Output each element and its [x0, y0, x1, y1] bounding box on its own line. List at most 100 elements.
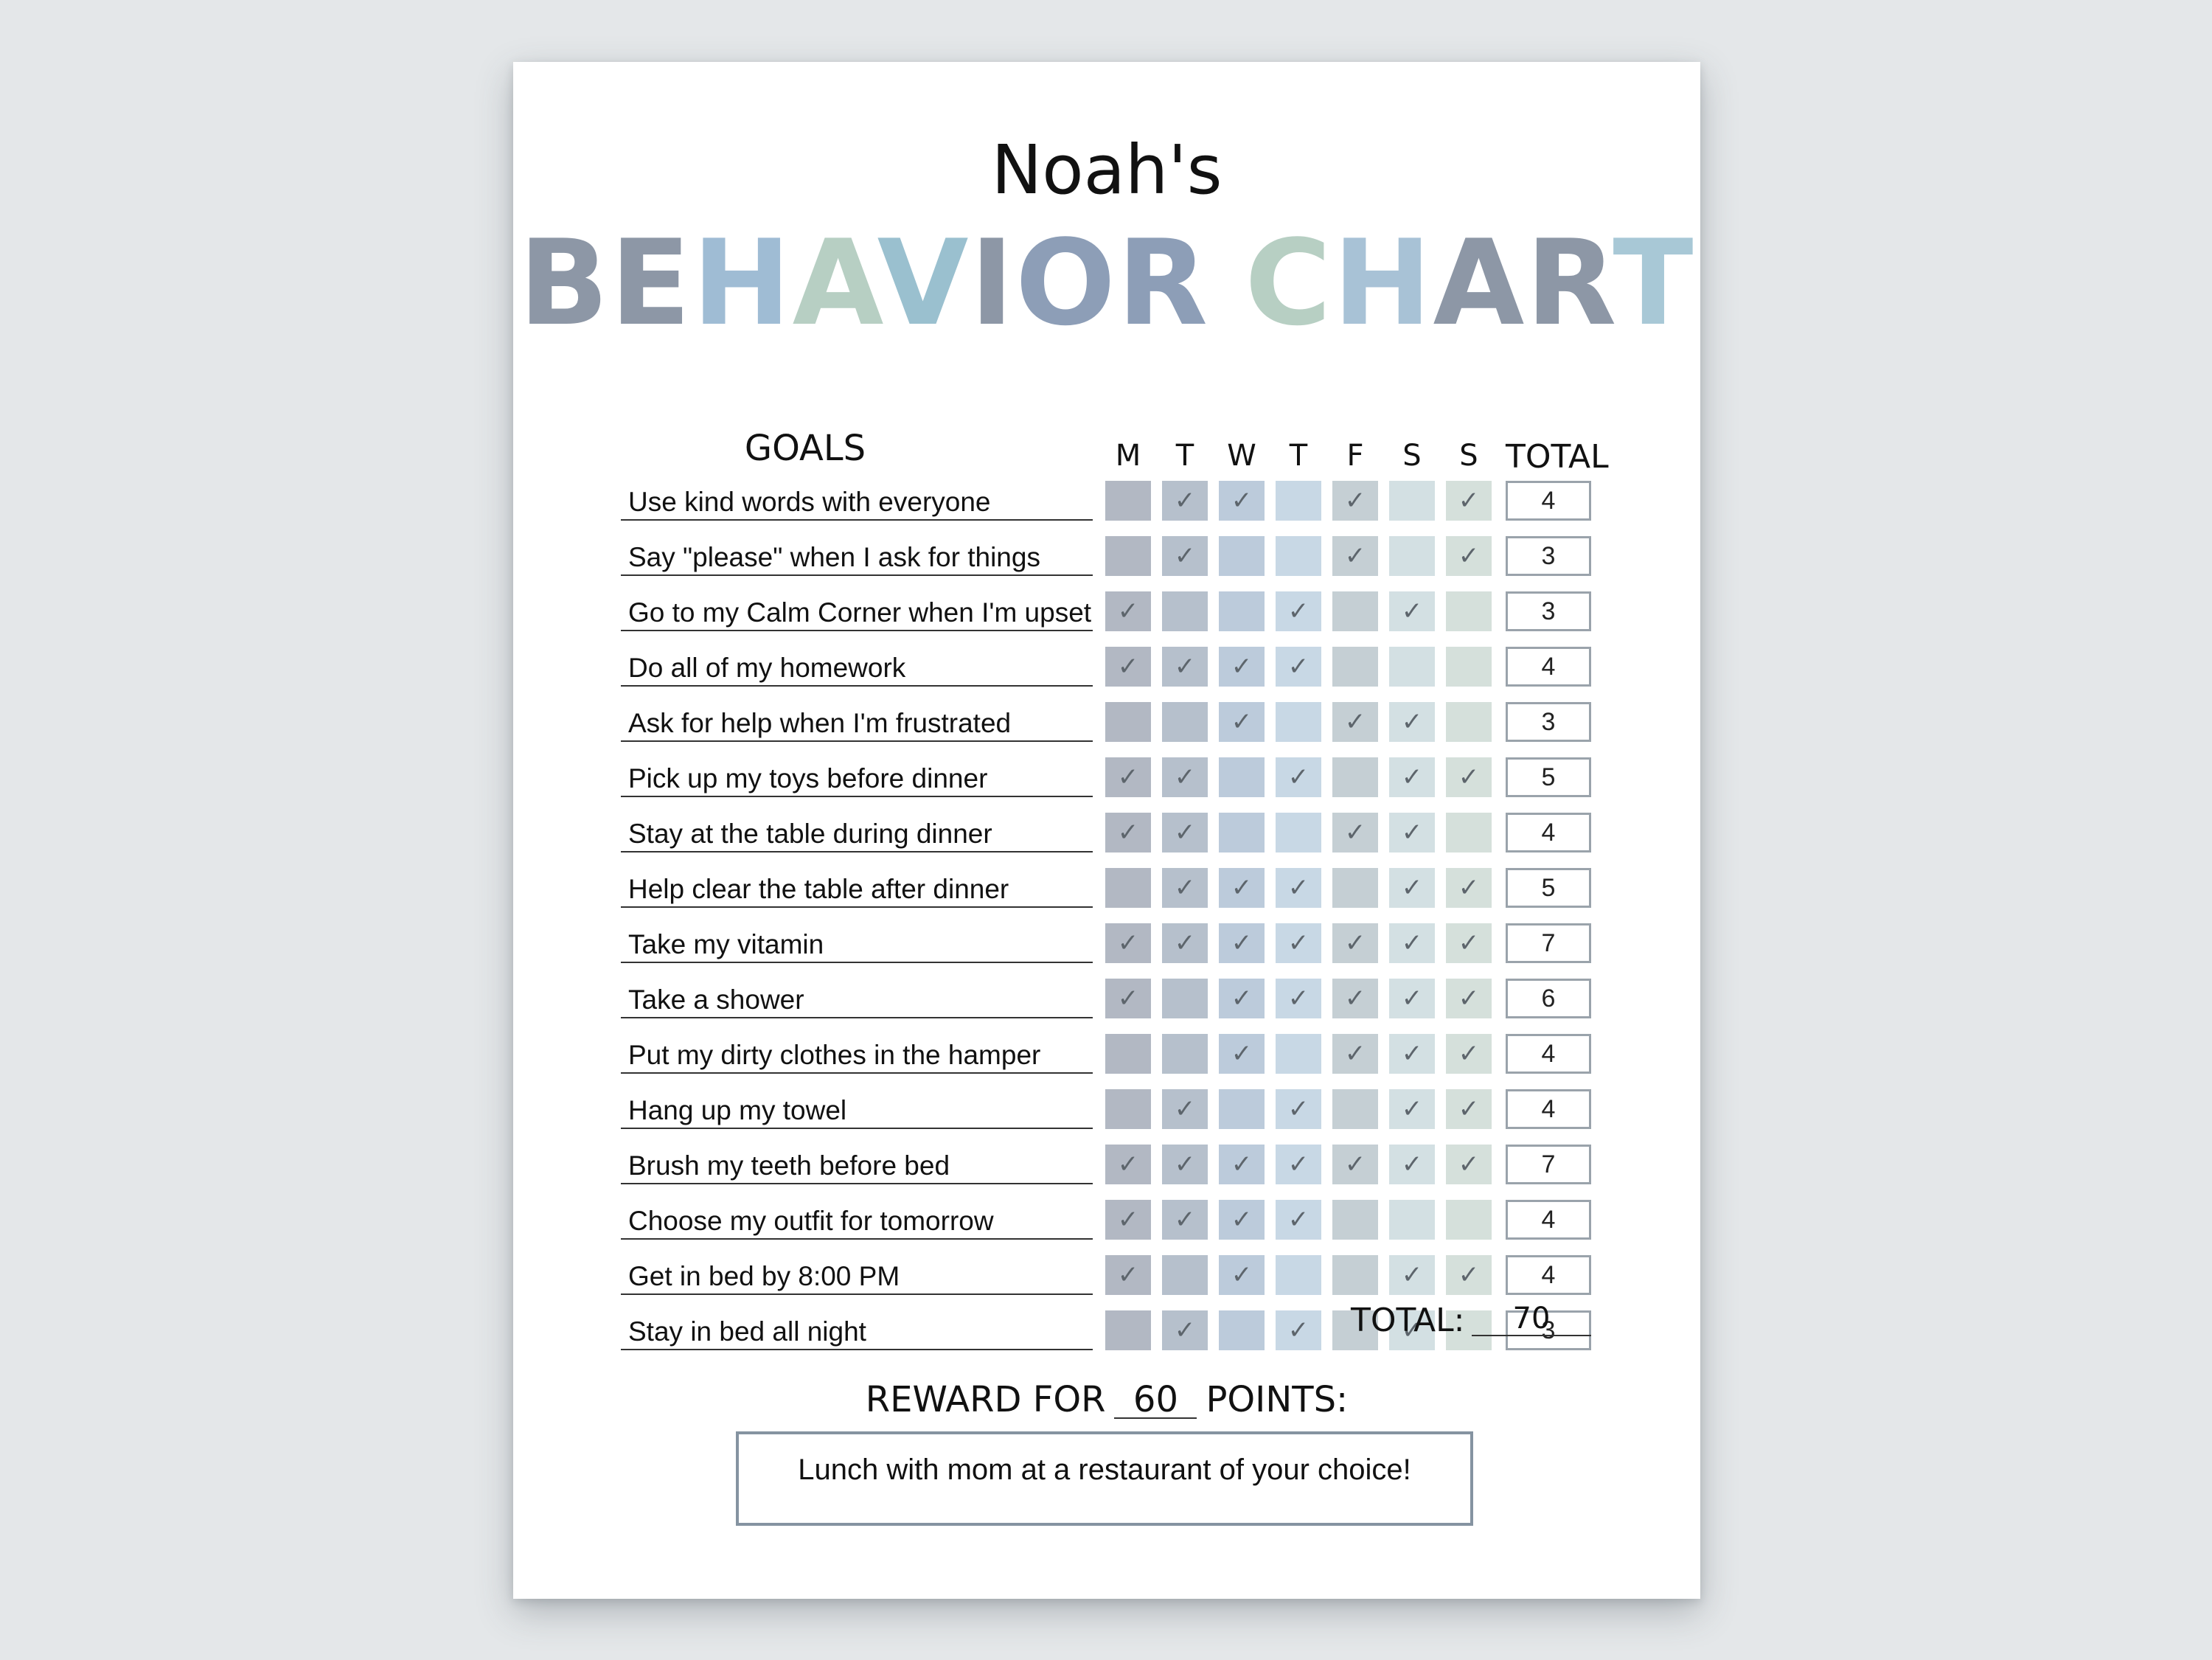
day-cell[interactable] — [1162, 702, 1208, 742]
day-cell[interactable]: ✓ — [1276, 868, 1321, 908]
day-cell[interactable]: ✓ — [1276, 591, 1321, 631]
day-cell[interactable] — [1276, 1034, 1321, 1074]
day-cell[interactable] — [1446, 591, 1492, 631]
day-cell[interactable] — [1105, 1034, 1151, 1074]
day-cell[interactable]: ✓ — [1105, 1145, 1151, 1184]
day-cell[interactable]: ✓ — [1446, 536, 1492, 576]
row-total-box[interactable]: 7 — [1506, 1145, 1591, 1184]
day-cell[interactable] — [1446, 647, 1492, 687]
day-cell[interactable]: ✓ — [1446, 1255, 1492, 1295]
day-cell[interactable]: ✓ — [1389, 1145, 1435, 1184]
day-cell[interactable]: ✓ — [1105, 813, 1151, 852]
day-cell[interactable]: ✓ — [1332, 923, 1378, 963]
day-cell[interactable]: ✓ — [1389, 1255, 1435, 1295]
day-cell[interactable] — [1162, 1255, 1208, 1295]
day-cell[interactable]: ✓ — [1389, 868, 1435, 908]
day-cell[interactable] — [1276, 481, 1321, 521]
day-cell[interactable] — [1446, 1310, 1492, 1350]
day-cell[interactable] — [1219, 536, 1265, 576]
day-cell[interactable] — [1105, 481, 1151, 521]
day-cell[interactable]: ✓ — [1162, 1310, 1208, 1350]
day-cell[interactable]: ✓ — [1276, 1089, 1321, 1129]
day-cell[interactable] — [1332, 1200, 1378, 1240]
day-cell[interactable]: ✓ — [1105, 923, 1151, 963]
row-total-box[interactable]: 4 — [1506, 1034, 1591, 1074]
day-cell[interactable]: ✓ — [1276, 1145, 1321, 1184]
day-cell[interactable]: ✓ — [1332, 813, 1378, 852]
day-cell[interactable]: ✓ — [1105, 1255, 1151, 1295]
day-cell[interactable]: ✓ — [1276, 757, 1321, 797]
day-cell[interactable]: ✓ — [1162, 1200, 1208, 1240]
day-cell[interactable] — [1219, 591, 1265, 631]
day-cell[interactable]: ✓ — [1446, 1034, 1492, 1074]
day-cell[interactable]: ✓ — [1446, 757, 1492, 797]
day-cell[interactable]: ✓ — [1162, 1089, 1208, 1129]
row-total-box[interactable]: 4 — [1506, 1200, 1591, 1240]
day-cell[interactable]: ✓ — [1105, 979, 1151, 1018]
day-cell[interactable] — [1219, 813, 1265, 852]
row-total-box[interactable]: 4 — [1506, 813, 1591, 852]
day-cell[interactable]: ✓ — [1162, 647, 1208, 687]
day-cell[interactable] — [1446, 702, 1492, 742]
day-cell[interactable] — [1332, 1310, 1378, 1350]
day-cell[interactable]: ✓ — [1162, 1145, 1208, 1184]
day-cell[interactable]: ✓ — [1219, 868, 1265, 908]
day-cell[interactable]: ✓ — [1446, 1089, 1492, 1129]
day-cell[interactable]: ✓ — [1446, 979, 1492, 1018]
day-cell[interactable] — [1105, 1310, 1151, 1350]
day-cell[interactable] — [1389, 647, 1435, 687]
row-total-box[interactable]: 3 — [1506, 1310, 1591, 1350]
day-cell[interactable]: ✓ — [1276, 647, 1321, 687]
day-cell[interactable]: ✓ — [1105, 591, 1151, 631]
day-cell[interactable] — [1332, 1255, 1378, 1295]
row-total-box[interactable]: 5 — [1506, 757, 1591, 797]
day-cell[interactable] — [1389, 536, 1435, 576]
day-cell[interactable]: ✓ — [1389, 757, 1435, 797]
day-cell[interactable] — [1162, 979, 1208, 1018]
row-total-box[interactable]: 6 — [1506, 979, 1591, 1018]
day-cell[interactable]: ✓ — [1219, 979, 1265, 1018]
day-cell[interactable]: ✓ — [1389, 923, 1435, 963]
row-total-box[interactable]: 4 — [1506, 1089, 1591, 1129]
day-cell[interactable] — [1105, 1089, 1151, 1129]
day-cell[interactable]: ✓ — [1162, 868, 1208, 908]
day-cell[interactable] — [1105, 536, 1151, 576]
row-total-box[interactable]: 3 — [1506, 702, 1591, 742]
row-total-box[interactable]: 4 — [1506, 1255, 1591, 1295]
day-cell[interactable] — [1276, 813, 1321, 852]
day-cell[interactable]: ✓ — [1219, 1255, 1265, 1295]
day-cell[interactable] — [1446, 1200, 1492, 1240]
day-cell[interactable]: ✓ — [1162, 923, 1208, 963]
row-total-box[interactable]: 4 — [1506, 647, 1591, 687]
day-cell[interactable] — [1219, 1310, 1265, 1350]
day-cell[interactable]: ✓ — [1276, 923, 1321, 963]
day-cell[interactable] — [1332, 647, 1378, 687]
day-cell[interactable]: ✓ — [1276, 1200, 1321, 1240]
day-cell[interactable]: ✓ — [1162, 536, 1208, 576]
day-cell[interactable] — [1389, 481, 1435, 521]
day-cell[interactable]: ✓ — [1389, 1089, 1435, 1129]
day-cell[interactable]: ✓ — [1332, 1145, 1378, 1184]
day-cell[interactable] — [1389, 1200, 1435, 1240]
day-cell[interactable]: ✓ — [1105, 757, 1151, 797]
day-cell[interactable] — [1276, 1255, 1321, 1295]
day-cell[interactable]: ✓ — [1389, 591, 1435, 631]
day-cell[interactable]: ✓ — [1219, 1200, 1265, 1240]
day-cell[interactable] — [1332, 591, 1378, 631]
day-cell[interactable]: ✓ — [1446, 481, 1492, 521]
day-cell[interactable]: ✓ — [1389, 1034, 1435, 1074]
day-cell[interactable]: ✓ — [1219, 1145, 1265, 1184]
day-cell[interactable]: ✓ — [1162, 481, 1208, 521]
day-cell[interactable]: ✓ — [1389, 813, 1435, 852]
day-cell[interactable]: ✓ — [1219, 923, 1265, 963]
day-cell[interactable]: ✓ — [1446, 1145, 1492, 1184]
row-total-box[interactable]: 3 — [1506, 591, 1591, 631]
row-total-box[interactable]: 5 — [1506, 868, 1591, 908]
day-cell[interactable]: ✓ — [1219, 702, 1265, 742]
day-cell[interactable]: ✓ — [1446, 868, 1492, 908]
day-cell[interactable] — [1105, 868, 1151, 908]
day-cell[interactable]: ✓ — [1389, 1310, 1435, 1350]
day-cell[interactable]: ✓ — [1105, 647, 1151, 687]
day-cell[interactable] — [1332, 868, 1378, 908]
day-cell[interactable] — [1105, 702, 1151, 742]
